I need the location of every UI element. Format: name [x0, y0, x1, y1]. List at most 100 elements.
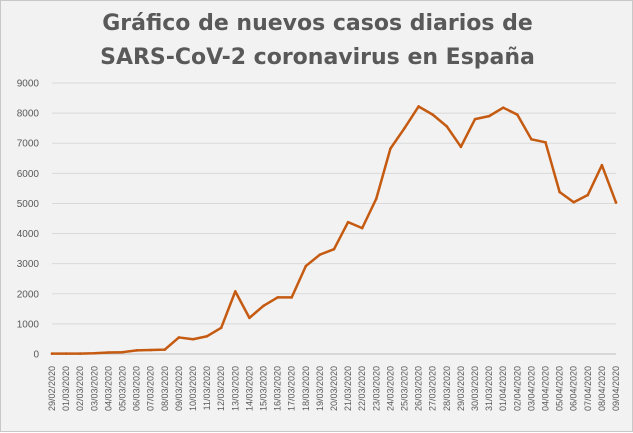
y-tick-label: 8000	[17, 109, 40, 120]
data-point	[558, 190, 561, 194]
y-tick-label: 0	[33, 350, 39, 361]
data-point	[332, 247, 336, 251]
data-point	[248, 316, 251, 320]
x-tick-label: 08/04/2020	[597, 366, 607, 411]
x-tick-label: 27/03/2020	[428, 366, 438, 411]
x-tick-label: 04/04/2020	[541, 366, 551, 411]
data-point	[50, 352, 54, 355]
data-point	[403, 126, 406, 130]
x-tick-label: 11/03/2020	[202, 366, 212, 410]
data-point	[473, 117, 477, 121]
data-point	[614, 201, 618, 204]
data-point	[121, 350, 124, 354]
x-tick-label: 09/04/2020	[611, 366, 621, 411]
chart-title-line-2: SARS-CoV-2 coronavirus en España	[100, 45, 535, 70]
gridlines	[52, 82, 616, 355]
x-tick-label: 21/03/2020	[343, 366, 353, 411]
data-point	[107, 351, 110, 354]
x-tick-label: 07/04/2020	[583, 366, 593, 411]
x-tick-label: 30/03/2020	[470, 366, 480, 411]
y-axis-ticks: 0 1000 2000 3000 4000 5000 6000 7000 8000 9000	[17, 79, 40, 361]
x-tick-label: 02/04/2020	[512, 366, 522, 411]
x-tick-label: 05/04/2020	[555, 366, 565, 411]
data-point	[135, 349, 138, 352]
x-tick-label: 19/03/2020	[315, 366, 325, 411]
data-point	[163, 348, 167, 351]
x-tick-label: 15/03/2020	[259, 366, 269, 411]
x-tick-label: 31/03/2020	[484, 366, 494, 411]
x-tick-label: 22/03/2020	[357, 366, 367, 411]
data-point	[234, 290, 237, 293]
data-point	[586, 193, 590, 197]
data-point	[64, 352, 68, 355]
data-point	[360, 226, 364, 230]
chart-title-line-1: Gráfico de nuevos casos diarios de	[102, 11, 533, 36]
data-point	[149, 348, 152, 352]
data-point	[78, 352, 82, 355]
data-point	[375, 197, 378, 200]
x-axis-ticks: 29/02/2020 01/03/2020 02/03/2020 03/03/2020…	[47, 366, 621, 411]
data-point	[177, 336, 181, 339]
x-tick-label: 24/03/2020	[385, 366, 395, 411]
data-point	[346, 220, 350, 224]
data-point	[290, 296, 294, 299]
series-layer	[50, 105, 618, 355]
y-tick-label: 4000	[17, 229, 40, 240]
y-tick-label: 1000	[17, 319, 40, 330]
x-tick-label: 18/03/2020	[301, 366, 311, 411]
y-tick-label: 3000	[17, 259, 40, 270]
x-tick-label: 01/04/2020	[498, 366, 508, 411]
data-point	[445, 125, 449, 128]
y-tick-label: 5000	[17, 199, 40, 210]
x-tick-label: 08/03/2020	[160, 366, 170, 411]
x-tick-label: 28/03/2020	[442, 366, 452, 411]
x-tick-label: 17/03/2020	[287, 366, 297, 411]
x-tick-label: 09/03/2020	[174, 366, 184, 411]
x-tick-label: 06/03/2020	[132, 366, 142, 411]
x-tick-label: 20/03/2020	[329, 366, 339, 411]
y-tick-label: 2000	[17, 289, 40, 300]
data-point	[572, 200, 575, 204]
data-point	[93, 352, 96, 355]
x-tick-label: 05/03/2020	[118, 366, 128, 411]
x-tick-label: 01/03/2020	[61, 366, 71, 411]
x-tick-label: 23/03/2020	[371, 366, 381, 411]
x-tick-label: 14/03/2020	[244, 366, 254, 411]
x-tick-label: 29/02/2020	[47, 366, 57, 411]
data-point	[600, 163, 604, 167]
x-tick-label: 03/04/2020	[526, 366, 536, 411]
data-point	[219, 326, 223, 330]
data-point	[304, 264, 308, 268]
data-point	[205, 334, 209, 338]
x-tick-label: 25/03/2020	[400, 366, 410, 411]
data-point	[276, 296, 279, 299]
data-point	[417, 105, 420, 108]
x-tick-label: 04/03/2020	[103, 366, 113, 411]
x-tick-label: 13/03/2020	[230, 366, 240, 411]
data-point	[530, 138, 533, 141]
x-tick-label: 06/04/2020	[569, 366, 579, 411]
chart-title: Gráfico de nuevos casos diarios de SARS-…	[1, 7, 633, 75]
x-tick-label: 02/03/2020	[75, 366, 85, 411]
x-tick-label: 07/03/2020	[146, 366, 156, 411]
y-tick-label: 9000	[17, 79, 40, 90]
x-tick-label: 12/03/2020	[216, 366, 226, 411]
y-tick-label: 7000	[17, 139, 40, 150]
data-point	[487, 114, 491, 118]
data-point	[431, 113, 435, 116]
x-tick-label: 10/03/2020	[188, 366, 198, 411]
x-tick-label: 29/03/2020	[456, 366, 466, 411]
x-tick-label: 26/03/2020	[414, 366, 424, 411]
data-point	[501, 106, 505, 109]
data-point	[459, 145, 463, 149]
data-point	[191, 337, 195, 341]
data-point	[389, 147, 392, 150]
data-point	[516, 113, 519, 116]
data-point	[318, 253, 322, 256]
y-tick-label: 6000	[17, 169, 40, 180]
x-tick-label: 16/03/2020	[273, 366, 283, 411]
data-point	[544, 141, 547, 144]
x-tick-label: 03/03/2020	[89, 366, 99, 411]
